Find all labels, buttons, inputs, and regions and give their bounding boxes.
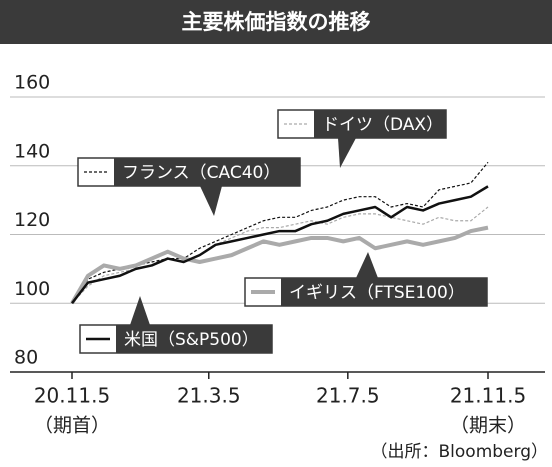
x-tick-note: （期末） [450, 415, 526, 437]
source: （出所：Bloomberg） [371, 442, 548, 462]
y-tick-label: 120 [14, 209, 50, 231]
series-line [71, 161, 489, 304]
title-bar [0, 0, 552, 44]
y-tick-label: 160 [14, 72, 50, 94]
x-tick-label: 20.11.5 [34, 384, 110, 408]
y-tick-label: 140 [14, 140, 50, 162]
legend-label: イギリス（FTSE100） [289, 283, 465, 303]
callout-pointer [200, 186, 222, 216]
y-tick-label: 80 [14, 347, 38, 369]
x-tick-label: 21.3.5 [177, 384, 241, 408]
x-tick-label: 21.11.5 [450, 384, 526, 408]
chart-title: 主要株価指数の推移 [182, 10, 371, 34]
callout-pointer [356, 252, 378, 278]
legend-label-bg [114, 158, 300, 186]
legend-label: フランス（CAC40） [122, 163, 280, 183]
legend-label-bg [314, 110, 446, 138]
callout-pointer [130, 296, 150, 325]
x-tick-note: （期首） [34, 415, 110, 437]
legend-label-bg [116, 325, 272, 353]
legend-label-bg [281, 278, 487, 306]
legend-label: ドイツ（DAX） [322, 115, 443, 135]
series-line [71, 185, 489, 305]
callout-pointer [338, 138, 356, 168]
x-tick-label: 21.7.5 [316, 384, 380, 408]
legend-label: 米国（S&P500） [124, 330, 259, 350]
y-tick-label: 100 [14, 278, 50, 300]
series-line [70, 225, 489, 305]
